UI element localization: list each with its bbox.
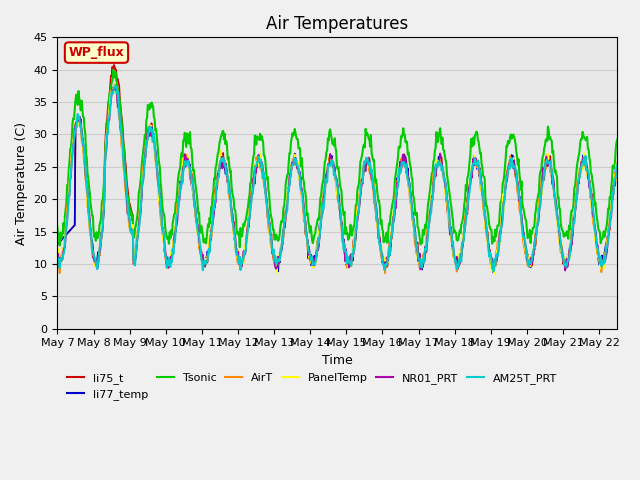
li75_t [110, 62, 118, 68]
Tsonic [258, 133, 266, 139]
li77_temp [632, 261, 639, 267]
li75_t [228, 212, 236, 218]
AM25T_PRT [439, 168, 447, 174]
li77_temp [54, 241, 61, 247]
li77_temp [110, 83, 118, 88]
PanelTemp [491, 271, 499, 276]
li75_t [407, 196, 415, 202]
AM25T_PRT [122, 181, 130, 187]
li77_temp [228, 211, 236, 217]
PanelTemp [439, 168, 447, 173]
NR01_PRT [439, 167, 447, 173]
Tsonic [408, 174, 415, 180]
NR01_PRT [632, 256, 639, 262]
NR01_PRT [279, 241, 287, 247]
AirT [111, 82, 118, 87]
Tsonic [632, 226, 639, 232]
li77_temp [257, 161, 265, 167]
AirT [408, 207, 415, 213]
li75_t [632, 249, 639, 255]
li75_t [279, 236, 287, 241]
Line: Tsonic: Tsonic [58, 70, 636, 247]
Line: li75_t: li75_t [58, 65, 636, 269]
NR01_PRT [111, 84, 118, 90]
NR01_PRT [561, 268, 569, 274]
AirT [228, 218, 236, 224]
Tsonic [228, 190, 236, 195]
AM25T_PRT [54, 254, 61, 260]
PanelTemp [110, 83, 118, 88]
Line: AirT: AirT [58, 84, 636, 273]
Tsonic [280, 205, 287, 211]
AM25T_PRT [490, 268, 497, 274]
Line: AM25T_PRT: AM25T_PRT [58, 86, 636, 271]
NR01_PRT [54, 252, 61, 257]
li75_t [54, 241, 61, 247]
li75_t [122, 164, 130, 169]
AirT [54, 254, 61, 260]
PanelTemp [54, 246, 61, 252]
Legend: li75_t, li77_temp, Tsonic, AirT, PanelTemp, NR01_PRT, AM25T_PRT: li75_t, li77_temp, Tsonic, AirT, PanelTe… [63, 369, 561, 405]
PanelTemp [257, 151, 265, 157]
AirT [257, 162, 265, 168]
AirT [381, 270, 389, 276]
li75_t [454, 266, 461, 272]
AirT [440, 176, 448, 182]
AM25T_PRT [407, 196, 415, 202]
Line: NR01_PRT: NR01_PRT [58, 87, 636, 271]
li77_temp [122, 188, 130, 194]
AM25T_PRT [279, 238, 287, 243]
Line: PanelTemp: PanelTemp [58, 85, 636, 274]
AM25T_PRT [228, 217, 236, 223]
Title: Air Temperatures: Air Temperatures [266, 15, 408, 33]
li77_temp [279, 231, 287, 237]
AM25T_PRT [111, 83, 119, 89]
li77_temp [439, 169, 447, 175]
li75_t [257, 156, 265, 161]
li77_temp [489, 269, 497, 275]
NR01_PRT [122, 189, 130, 194]
AirT [122, 190, 130, 196]
Tsonic [122, 175, 130, 181]
AM25T_PRT [632, 253, 639, 259]
PanelTemp [279, 240, 287, 245]
li77_temp [407, 199, 415, 205]
X-axis label: Time: Time [322, 354, 353, 367]
PanelTemp [407, 204, 415, 209]
Line: li77_temp: li77_temp [58, 85, 636, 272]
AM25T_PRT [257, 156, 265, 162]
Tsonic [54, 224, 61, 229]
li75_t [439, 168, 447, 174]
PanelTemp [228, 212, 236, 217]
AirT [279, 231, 287, 237]
Tsonic [109, 67, 117, 72]
NR01_PRT [257, 164, 265, 169]
NR01_PRT [228, 209, 236, 215]
Y-axis label: Air Temperature (C): Air Temperature (C) [15, 121, 28, 244]
PanelTemp [632, 250, 639, 255]
Tsonic [440, 148, 448, 154]
Tsonic [236, 244, 244, 250]
PanelTemp [122, 196, 130, 202]
NR01_PRT [407, 190, 415, 195]
AirT [632, 257, 639, 263]
Text: WP_flux: WP_flux [68, 46, 124, 59]
